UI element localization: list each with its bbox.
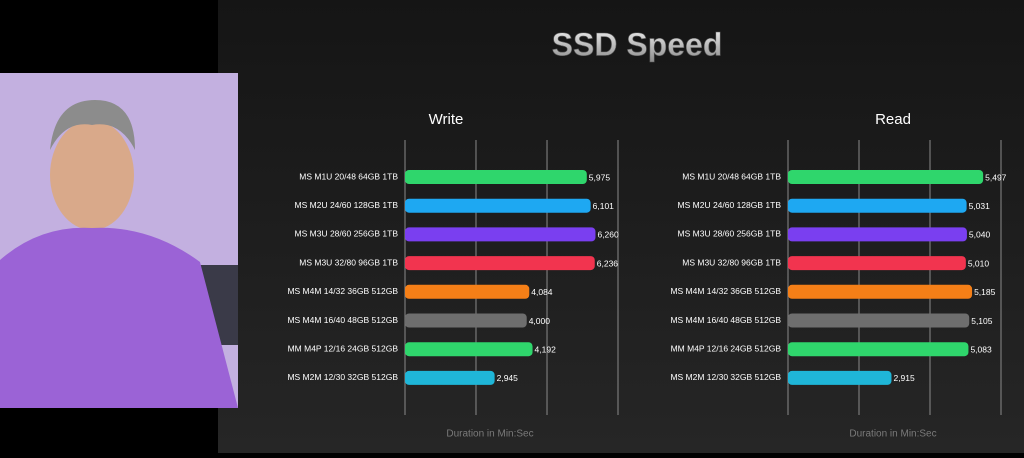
slide-title: SSD Speed — [552, 26, 723, 62]
category-label: MS M3U 28/60 256GB 1TB — [678, 229, 782, 239]
value-label: 5,083 — [970, 344, 992, 354]
value-label: 5,010 — [968, 258, 990, 268]
value-label: 5,105 — [971, 316, 993, 326]
value-label: 2,915 — [893, 373, 915, 383]
value-label: 5,031 — [969, 201, 991, 211]
bar — [788, 170, 984, 184]
value-label: 4,192 — [535, 344, 557, 354]
bar — [405, 370, 495, 385]
value-label: 4,084 — [531, 287, 553, 297]
bar — [788, 227, 967, 242]
value-label: 5,040 — [969, 230, 991, 240]
slide-background — [218, 0, 1024, 453]
category-label: MS M4M 16/40 48GB 512GB — [670, 315, 781, 325]
category-label: MS M4M 14/32 36GB 512GB — [287, 286, 398, 296]
category-label: MS M3U 32/80 96GB 1TB — [299, 257, 398, 267]
bar — [405, 313, 527, 328]
category-label: MS M1U 20/48 64GB 1TB — [299, 171, 398, 181]
bar — [405, 198, 591, 213]
bar — [788, 256, 966, 271]
category-label: MS M3U 28/60 256GB 1TB — [295, 229, 399, 239]
bar — [405, 256, 595, 271]
category-label: MM M4P 12/16 24GB 512GB — [288, 343, 399, 353]
value-label: 5,185 — [974, 287, 996, 297]
value-label: 6,101 — [593, 201, 615, 211]
bar — [788, 284, 973, 299]
category-label: MS M3U 32/80 96GB 1TB — [682, 257, 781, 267]
presenter-video — [0, 73, 238, 408]
x-axis-label: Duration in Min:Sec — [446, 429, 533, 440]
bar — [788, 342, 969, 357]
category-label: MS M2M 12/30 32GB 512GB — [287, 372, 398, 382]
category-label: MS M2M 12/30 32GB 512GB — [670, 372, 781, 382]
bar — [788, 370, 892, 385]
bar — [405, 342, 533, 357]
value-label: 4,000 — [529, 316, 551, 326]
value-label: 5,975 — [589, 172, 611, 182]
value-label: 2,945 — [497, 373, 519, 383]
category-label: MS M2U 24/60 128GB 1TB — [295, 200, 399, 210]
bar — [405, 170, 587, 184]
value-label: 6,260 — [597, 230, 619, 240]
chart-title: Read — [875, 111, 911, 128]
category-label: MS M2U 24/60 128GB 1TB — [678, 200, 782, 210]
category-label: MS M4M 14/32 36GB 512GB — [670, 286, 781, 296]
chart-title: Write — [429, 111, 464, 128]
bar — [788, 313, 970, 328]
bar — [788, 198, 967, 213]
x-axis-label: Duration in Min:Sec — [849, 429, 936, 440]
bar — [405, 227, 596, 242]
value-label: 5,497 — [985, 172, 1007, 182]
category-label: MS M1U 20/48 64GB 1TB — [682, 171, 781, 181]
category-label: MM M4P 12/16 24GB 512GB — [671, 343, 782, 353]
value-label: 6,236 — [597, 258, 619, 268]
bar — [405, 284, 530, 299]
category-label: MS M4M 16/40 48GB 512GB — [287, 315, 398, 325]
